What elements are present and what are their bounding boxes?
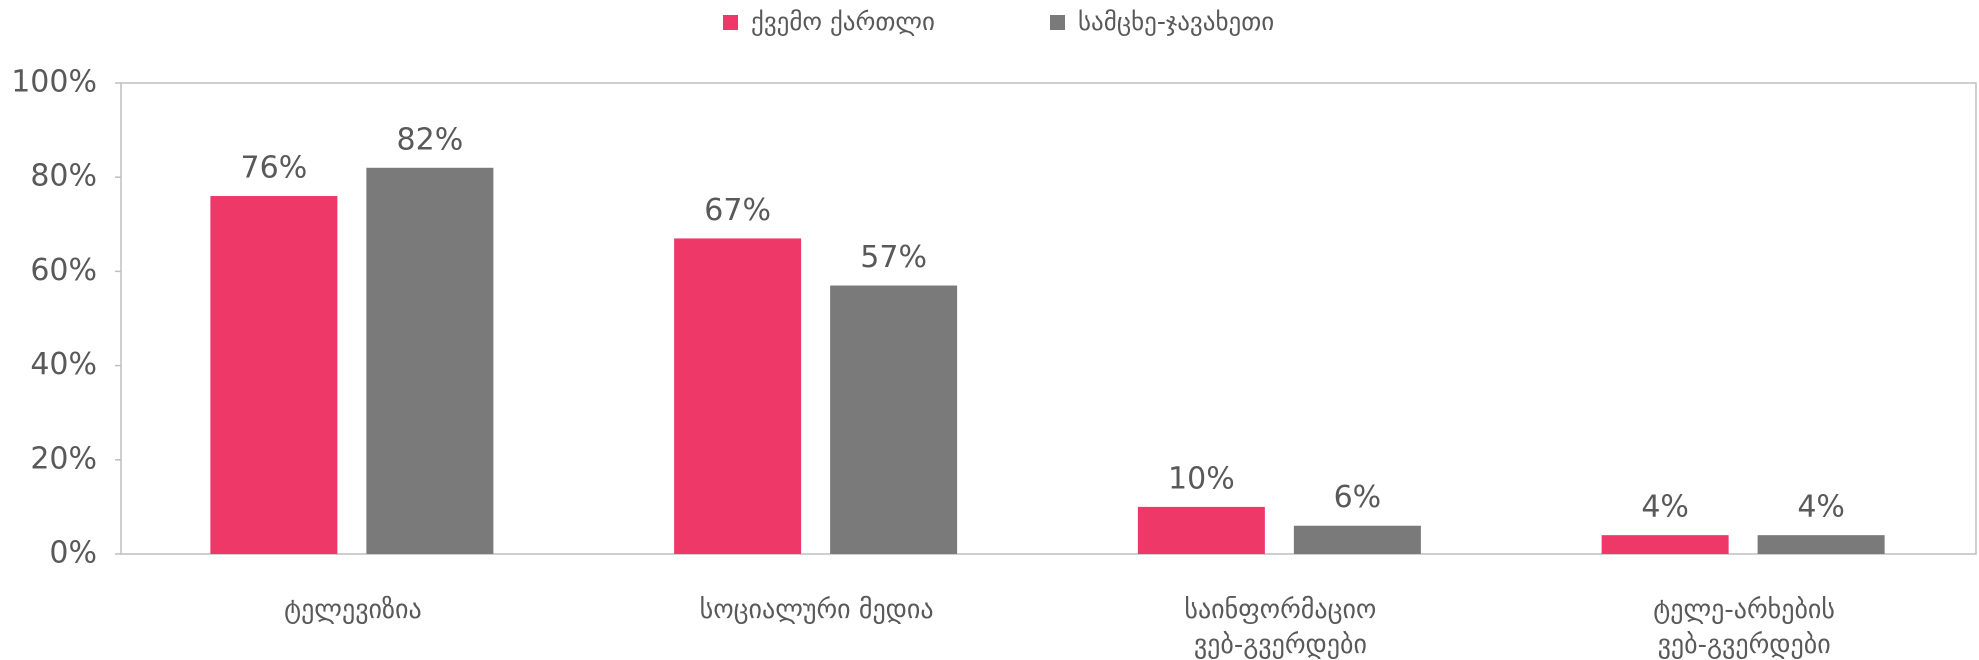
legend-label: ქვემო ქართლი: [751, 7, 935, 36]
value-label: 76%: [241, 151, 308, 186]
x-tick-label: ტელევიზია: [284, 595, 422, 625]
value-label: 4%: [1797, 490, 1845, 525]
value-label: 57%: [860, 240, 927, 275]
plot-frame: [120, 82, 1977, 555]
value-label: 82%: [397, 122, 464, 157]
bar: [1137, 506, 1265, 554]
x-tick-label: სოციალური მედია: [699, 595, 934, 625]
legend-swatch: [1050, 15, 1065, 30]
bar: [1293, 525, 1421, 554]
bar: [830, 285, 958, 554]
y-tick-label: 20%: [30, 441, 97, 476]
y-tick-label: 100%: [11, 65, 97, 100]
bar: [366, 167, 494, 554]
y-tick-label: 60%: [30, 253, 97, 288]
x-tick-label: საინფორმაციო ვებ-გვერდები: [1184, 595, 1377, 660]
bar: [210, 196, 338, 555]
value-label: 6%: [1334, 480, 1382, 515]
legend-swatch: [723, 15, 738, 30]
y-tick-label: 40%: [30, 347, 97, 382]
value-label: 67%: [704, 193, 771, 228]
value-label: 10%: [1168, 461, 1235, 496]
bar: [1601, 535, 1729, 554]
y-tick-label: 80%: [30, 159, 97, 194]
bar: [674, 238, 802, 554]
legend-label: სამცხე-ჯავახეთი: [1078, 7, 1274, 36]
value-label: 4%: [1641, 490, 1689, 525]
bar: [1757, 535, 1885, 554]
x-tick-label: ტელე-არხების ვებ-გვერდები: [1653, 595, 1835, 660]
y-tick-label: 0%: [49, 536, 97, 571]
